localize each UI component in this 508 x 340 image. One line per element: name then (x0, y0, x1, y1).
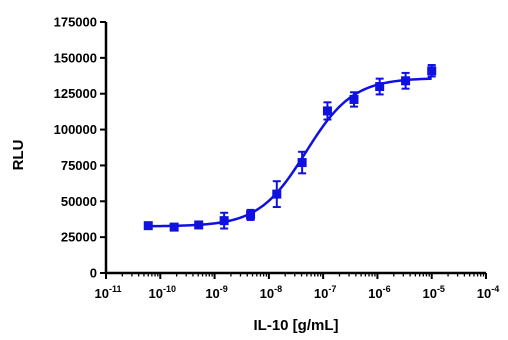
data-point (297, 158, 307, 168)
data-point (401, 76, 411, 86)
y-tick-label: 125000 (54, 86, 97, 101)
y-tick-label: 0 (90, 266, 97, 281)
y-tick-label: 150000 (54, 50, 97, 65)
data-point (427, 66, 437, 76)
x-tick-label: 10-9 (205, 284, 227, 301)
x-tick-label: 10-6 (368, 284, 390, 301)
x-tick-label: 10-5 (422, 284, 444, 301)
fit-curve (148, 77, 432, 228)
x-axis-title: IL-10 [g/mL] (254, 317, 339, 334)
y-tick-label: 25000 (61, 230, 97, 245)
axes: 0 25000 50000 75000 100000 125000 150000 175000… (54, 15, 500, 302)
x-tick-label: 10-8 (260, 284, 282, 301)
y-axis-title: RLU (10, 140, 27, 171)
data-point (219, 216, 229, 226)
data-point (194, 220, 204, 230)
data-point (322, 106, 332, 116)
y-tick-label: 50000 (61, 194, 97, 209)
data-point (272, 189, 282, 199)
y-tick-label: 100000 (54, 122, 97, 137)
y-tick-label: 175000 (54, 15, 97, 30)
data-point (169, 222, 179, 232)
x-tick-label: 10-10 (149, 284, 176, 301)
x-tick-label: 10-11 (95, 284, 122, 301)
data-point (375, 82, 385, 92)
data-point (143, 221, 153, 231)
fit-curve-layer (148, 77, 432, 228)
data-point (349, 94, 359, 104)
data-points-layer (143, 64, 437, 232)
x-tick-label: 10-7 (314, 284, 336, 301)
y-tick-label: 75000 (61, 158, 97, 173)
x-tick-label: 10-4 (477, 284, 499, 301)
data-point (246, 210, 256, 220)
